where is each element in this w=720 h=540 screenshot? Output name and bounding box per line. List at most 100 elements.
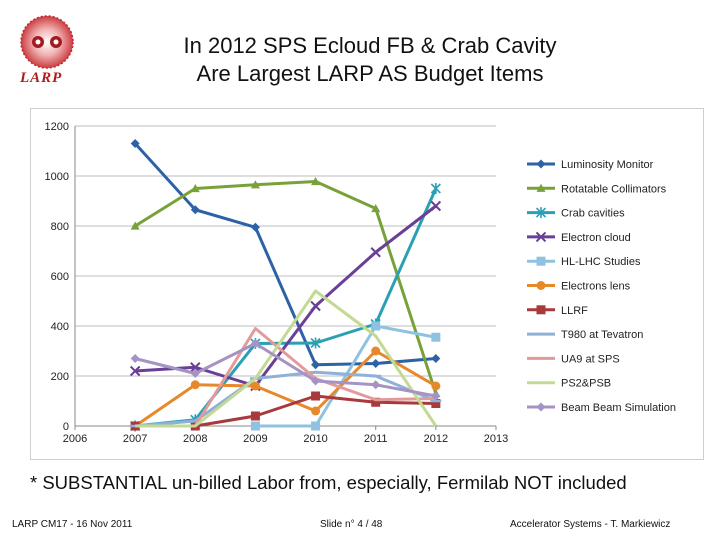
legend-item: LLRF bbox=[527, 305, 588, 317]
data-point bbox=[190, 205, 200, 215]
data-point bbox=[311, 421, 321, 431]
title-line-1: In 2012 SPS Ecloud FB & Crab Cavity bbox=[183, 33, 557, 58]
legend-item: UA9 at SPS bbox=[527, 353, 620, 365]
series-line bbox=[255, 324, 437, 428]
series-luminosity-monitor bbox=[130, 139, 441, 370]
data-point bbox=[129, 365, 141, 377]
x-tick-label: 2008 bbox=[183, 433, 207, 445]
data-point bbox=[190, 184, 200, 193]
y-tick-label: 400 bbox=[51, 321, 69, 333]
series-line bbox=[135, 289, 438, 428]
series-crab-cavities bbox=[130, 183, 441, 432]
series-beam-beam-simulation bbox=[130, 339, 441, 401]
data-point bbox=[130, 139, 140, 148]
data-point bbox=[130, 354, 140, 363]
footer-left: LARP CM17 - 16 Nov 2011 bbox=[12, 519, 133, 530]
data-point bbox=[250, 421, 260, 431]
x-tick-label: 2006 bbox=[63, 433, 87, 445]
y-tick-label: 1000 bbox=[45, 171, 69, 183]
data-point bbox=[250, 180, 260, 189]
data-point bbox=[130, 221, 140, 230]
legend-marker bbox=[536, 183, 546, 192]
legend-item: Beam Beam Simulation bbox=[527, 402, 676, 414]
y-tick-label: 0 bbox=[63, 421, 69, 433]
data-point bbox=[371, 397, 381, 407]
legend-item: Luminosity Monitor bbox=[527, 159, 654, 171]
data-point bbox=[431, 391, 441, 401]
series-line bbox=[135, 370, 437, 428]
data-point bbox=[431, 381, 441, 391]
data-point bbox=[311, 391, 321, 401]
x-tick-label: 2011 bbox=[364, 433, 388, 445]
data-point bbox=[311, 360, 321, 370]
series-line bbox=[134, 187, 438, 428]
series-line bbox=[134, 142, 436, 367]
legend-item: T980 at Tevatron bbox=[527, 329, 643, 341]
series-layer bbox=[129, 139, 442, 432]
series-line bbox=[134, 180, 438, 394]
legend-item: Electron cloud bbox=[527, 231, 631, 244]
larp-logo bbox=[20, 15, 74, 69]
data-point bbox=[430, 183, 441, 194]
legend-marker bbox=[536, 256, 546, 266]
data-point bbox=[250, 222, 260, 232]
data-point bbox=[310, 337, 321, 349]
data-point bbox=[431, 354, 441, 363]
legend-label: Crab cavities bbox=[561, 208, 625, 220]
legend-marker bbox=[536, 305, 546, 315]
x-tick-label: 2007 bbox=[123, 433, 147, 445]
logo-text: LARP bbox=[20, 70, 63, 86]
y-tick-label: 200 bbox=[51, 371, 69, 383]
series-line bbox=[135, 204, 437, 388]
legend-label: Luminosity Monitor bbox=[561, 159, 654, 171]
data-point bbox=[370, 247, 381, 258]
data-point bbox=[371, 380, 381, 390]
legend-item: HL-LHC Studies bbox=[527, 256, 641, 268]
data-point bbox=[371, 346, 381, 356]
y-tick-label: 800 bbox=[51, 221, 69, 233]
legend-item: Electrons lens bbox=[527, 281, 631, 293]
series-rotatable-collimators bbox=[130, 177, 441, 398]
data-point bbox=[311, 177, 321, 186]
legend-label: Rotatable Collimators bbox=[561, 183, 667, 195]
legend-label: Electron cloud bbox=[561, 232, 631, 244]
series-hl-lhc-studies bbox=[250, 321, 441, 431]
footnote: * SUBSTANTIAL un-billed Labor from, espe… bbox=[30, 472, 627, 493]
legend-marker bbox=[535, 207, 547, 219]
data-point bbox=[250, 339, 260, 348]
data-point bbox=[311, 376, 321, 386]
data-point bbox=[431, 332, 441, 342]
data-point bbox=[250, 381, 260, 391]
footer-right: Accelerator Systems - T. Markiewicz bbox=[510, 519, 671, 530]
budget-line-chart: 0 200 400 600 800 1000 1200 2006 2007 2008 2009 201… bbox=[45, 121, 676, 445]
chart-frame: 0 200 400 600 800 1000 1200 2006 2007 2008 2009 201… bbox=[30, 108, 704, 460]
legend-label: Electrons lens bbox=[561, 281, 631, 293]
series-ps2-psb bbox=[135, 289, 438, 428]
data-point bbox=[431, 399, 441, 408]
legend-label: Beam Beam Simulation bbox=[561, 402, 676, 414]
data-point bbox=[371, 321, 381, 331]
legend-item: Crab cavities bbox=[527, 207, 625, 220]
data-point bbox=[310, 300, 321, 312]
legend-item: Rotatable Collimators bbox=[527, 183, 667, 195]
legend-marker bbox=[536, 281, 546, 290]
legend-label: PS2&PSB bbox=[561, 378, 611, 390]
legend-label: HL-LHC Studies bbox=[561, 256, 641, 268]
x-tick-label: 2010 bbox=[303, 433, 327, 445]
y-tick-label: 600 bbox=[51, 271, 69, 283]
series-line bbox=[134, 342, 437, 398]
x-tick-label: 2009 bbox=[243, 433, 267, 445]
x-tick-label: 2013 bbox=[484, 433, 508, 445]
data-point bbox=[190, 362, 201, 373]
legend: Luminosity Monitor Rotatable Collimators C… bbox=[527, 159, 676, 414]
axes: 0 200 400 600 800 1000 1200 2006 2007 2008 2009 201… bbox=[45, 121, 509, 445]
legend-label: LLRF bbox=[561, 305, 588, 317]
data-point bbox=[371, 204, 381, 213]
data-point bbox=[311, 406, 321, 416]
title-line-2: Are Largest LARP AS Budget Items bbox=[196, 61, 544, 86]
data-point bbox=[371, 359, 381, 368]
data-point bbox=[190, 369, 200, 378]
data-point bbox=[430, 200, 442, 212]
legend-item: PS2&PSB bbox=[527, 378, 611, 390]
y-tick-label: 1200 bbox=[45, 121, 69, 133]
